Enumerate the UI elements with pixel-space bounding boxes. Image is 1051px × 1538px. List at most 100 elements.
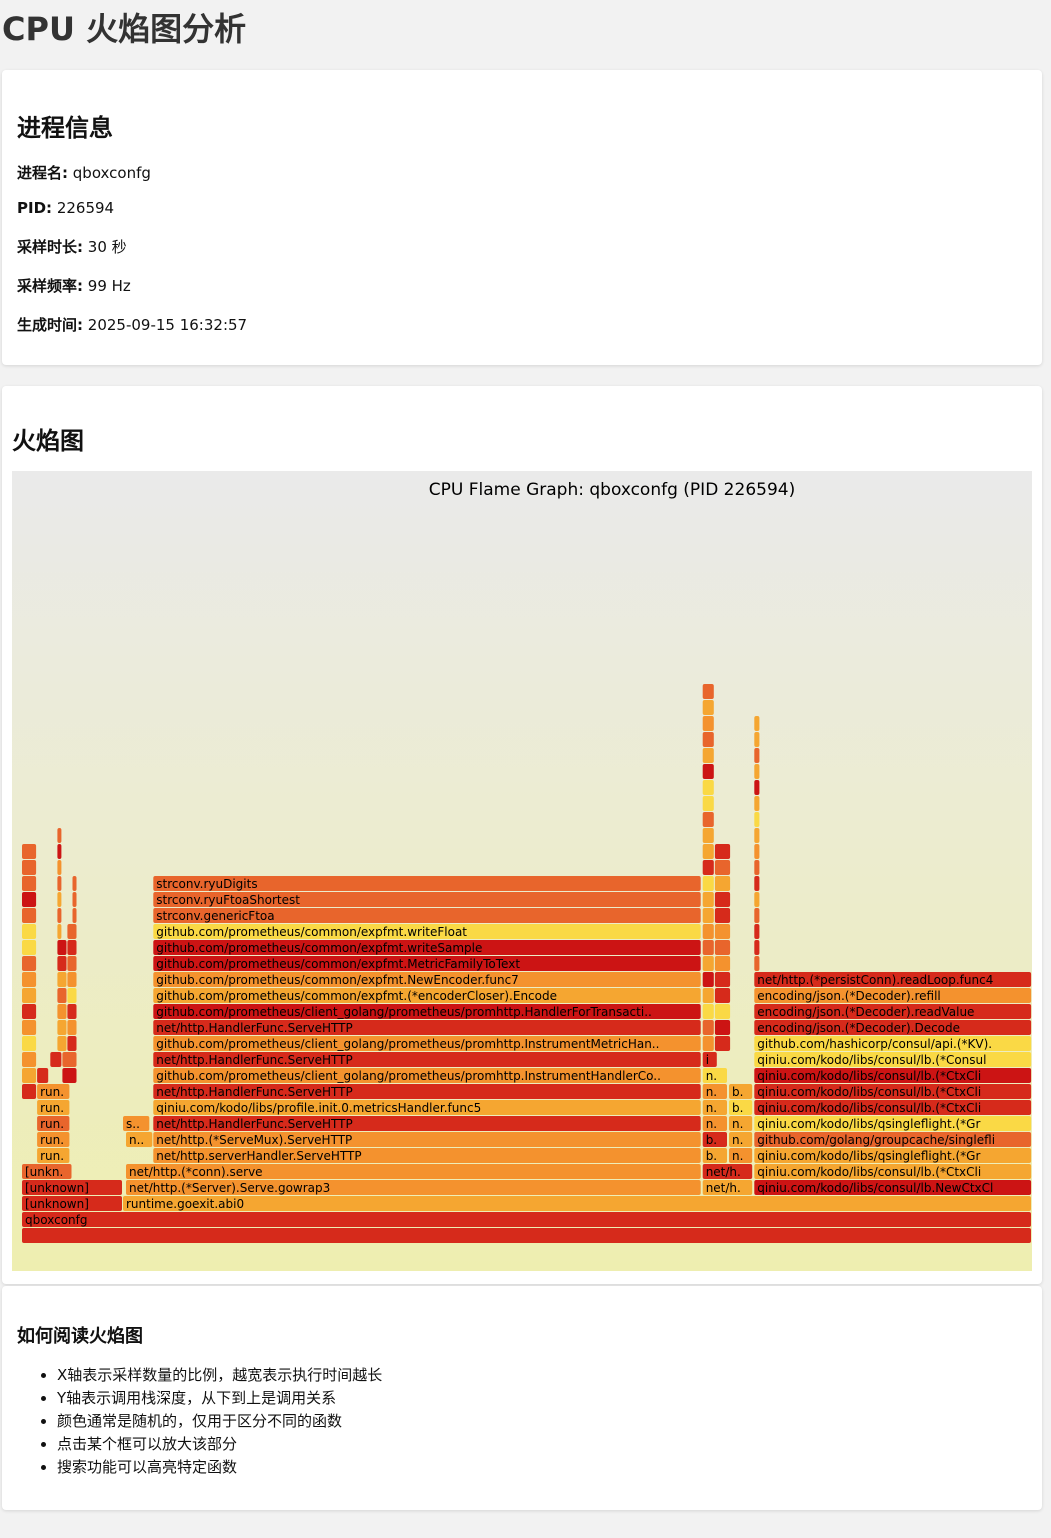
flame-frame[interactable]: net/http.(*persistConn).readLoop.func4: [754, 972, 1032, 987]
flame-frame[interactable]: b.: [729, 1100, 753, 1115]
flame-frame[interactable]: github.com/hashicorp/consul/api.(*KV).: [754, 1036, 1032, 1051]
flame-frame-rect[interactable]: [67, 924, 77, 939]
flame-frame-rect[interactable]: [702, 940, 714, 955]
flame-frame[interactable]: [22, 1052, 37, 1067]
flame-frame[interactable]: [702, 780, 714, 795]
flame-frame-rect[interactable]: [153, 1020, 701, 1035]
flame-frame[interactable]: [unknown]: [22, 1180, 122, 1195]
flame-frame[interactable]: [702, 700, 714, 715]
flame-frame-rect[interactable]: [67, 972, 77, 987]
flame-frame-rect[interactable]: [754, 892, 760, 907]
flame-frame-rect[interactable]: [153, 1148, 701, 1163]
flame-frame[interactable]: [22, 1228, 1031, 1243]
flame-frame[interactable]: [67, 1004, 77, 1019]
flame-frame-rect[interactable]: [153, 1116, 701, 1131]
flame-frame-rect[interactable]: [57, 988, 67, 1003]
flame-frame[interactable]: [37, 1068, 49, 1083]
flame-frame-rect[interactable]: [754, 1148, 1032, 1163]
flame-frame-rect[interactable]: [729, 1116, 753, 1131]
flame-frame[interactable]: encoding/json.(*Decoder).readValue: [754, 1004, 1032, 1019]
flame-frame-rect[interactable]: [754, 1116, 1032, 1131]
flame-frame-rect[interactable]: [22, 1004, 37, 1019]
flame-frame-rect[interactable]: [754, 972, 1032, 987]
flame-frame[interactable]: github.com/prometheus/common/expfmt.NewE…: [153, 972, 701, 987]
flame-frame[interactable]: [714, 892, 731, 907]
flame-frame-rect[interactable]: [714, 844, 731, 859]
flame-frame[interactable]: [67, 924, 77, 939]
flame-frame-rect[interactable]: [754, 828, 760, 843]
flame-frame-rect[interactable]: [57, 972, 67, 987]
flame-frame-rect[interactable]: [754, 956, 760, 971]
flame-frame-rect[interactable]: [702, 860, 714, 875]
flame-frame-rect[interactable]: [714, 956, 731, 971]
flame-frame-rect[interactable]: [702, 956, 714, 971]
flame-frame[interactable]: net/http.HandlerFunc.ServeHTTP: [153, 1052, 701, 1067]
flame-frame-rect[interactable]: [22, 1036, 37, 1051]
flame-frame-rect[interactable]: [126, 1132, 153, 1147]
flame-frame[interactable]: [unkn.: [22, 1164, 72, 1179]
flame-frame[interactable]: qiniu.com/kodo/libs/consul/lb.(*CtxCli: [754, 1100, 1032, 1115]
flame-frame-rect[interactable]: [22, 1196, 122, 1211]
flame-frame-rect[interactable]: [754, 716, 760, 731]
flame-frame-rect[interactable]: [57, 844, 62, 859]
flame-frame-rect[interactable]: [37, 1100, 70, 1115]
flame-frame[interactable]: [72, 876, 77, 891]
flame-frame[interactable]: i: [702, 1052, 717, 1067]
flame-frame[interactable]: b.: [702, 1132, 727, 1147]
flame-frame[interactable]: [702, 924, 714, 939]
flame-frame[interactable]: encoding/json.(*Decoder).Decode: [754, 1020, 1032, 1035]
flame-frame-rect[interactable]: [754, 1164, 1032, 1179]
flame-frame-rect[interactable]: [153, 1068, 701, 1083]
flame-frame-rect[interactable]: [72, 908, 77, 923]
flame-frame[interactable]: [714, 988, 731, 1003]
flame-frame-rect[interactable]: [37, 1116, 70, 1131]
flame-frame[interactable]: [754, 780, 760, 795]
flame-frame-rect[interactable]: [67, 940, 77, 955]
flame-frame[interactable]: run.: [37, 1116, 70, 1131]
flame-frame[interactable]: [22, 892, 37, 907]
flame-frame-rect[interactable]: [754, 1020, 1032, 1035]
flame-frame[interactable]: [57, 956, 67, 971]
flame-frame[interactable]: [702, 876, 714, 891]
flame-frame[interactable]: [702, 972, 714, 987]
flame-frame-rect[interactable]: [702, 812, 714, 827]
flame-frame[interactable]: net/http.(*conn).serve: [126, 1164, 701, 1179]
flame-frame[interactable]: [57, 940, 67, 955]
flame-frame-rect[interactable]: [702, 892, 714, 907]
flame-frame-rect[interactable]: [62, 1052, 77, 1067]
flame-frame[interactable]: github.com/prometheus/common/expfmt.writ…: [153, 940, 701, 955]
flame-frame-rect[interactable]: [754, 1068, 1032, 1083]
flame-frame-rect[interactable]: [22, 940, 37, 955]
flame-frame[interactable]: [702, 1036, 714, 1051]
flame-frame-rect[interactable]: [57, 924, 62, 939]
flame-frame[interactable]: [702, 828, 714, 843]
flame-frame[interactable]: [57, 876, 62, 891]
flame-frame[interactable]: [702, 812, 714, 827]
flame-frame-rect[interactable]: [123, 1196, 1031, 1211]
flame-frame-rect[interactable]: [702, 1036, 714, 1051]
flame-frame[interactable]: [754, 796, 760, 811]
flame-frame[interactable]: [62, 1052, 77, 1067]
flame-frame[interactable]: n.: [702, 1068, 727, 1083]
flame-frame[interactable]: n.: [702, 1116, 727, 1131]
flame-frame[interactable]: [754, 732, 760, 747]
flame-frame-rect[interactable]: [754, 1180, 1032, 1195]
flame-frame[interactable]: [unknown]: [22, 1196, 122, 1211]
flame-frame[interactable]: [754, 908, 760, 923]
flame-frame[interactable]: n.: [729, 1132, 753, 1147]
flame-frame-rect[interactable]: [22, 956, 37, 971]
flame-frame-rect[interactable]: [754, 876, 760, 891]
flame-frame-rect[interactable]: [729, 1084, 753, 1099]
flame-frame-rect[interactable]: [22, 1228, 1031, 1243]
flame-frame-rect[interactable]: [22, 1052, 37, 1067]
flame-frame-rect[interactable]: [702, 1164, 753, 1179]
flame-frame[interactable]: [702, 748, 714, 763]
flame-frame[interactable]: [57, 828, 62, 843]
flame-frame-rect[interactable]: [714, 988, 731, 1003]
flame-frame-rect[interactable]: [702, 908, 714, 923]
flame-frame[interactable]: [22, 988, 37, 1003]
flame-frame-rect[interactable]: [754, 1100, 1032, 1115]
flame-frame[interactable]: [754, 940, 760, 955]
flame-frame-rect[interactable]: [702, 780, 714, 795]
flame-frame[interactable]: [22, 1020, 37, 1035]
